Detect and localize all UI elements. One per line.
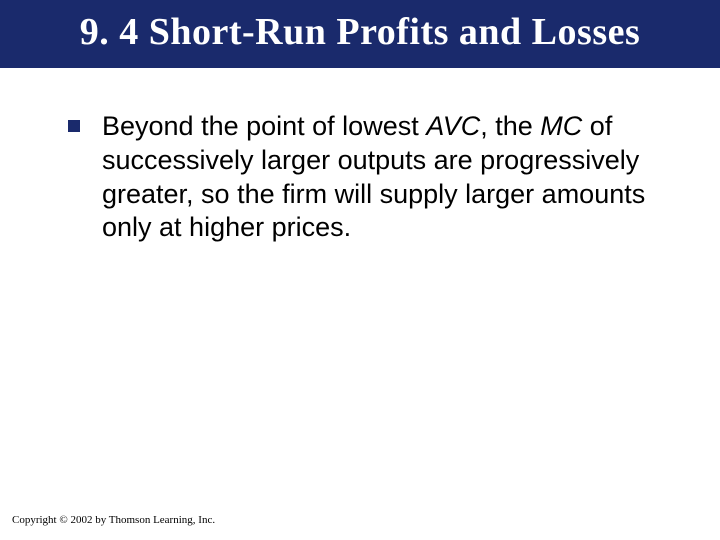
text-segment: , the xyxy=(480,111,540,141)
title-band: 9. 4 Short-Run Profits and Losses xyxy=(0,0,720,68)
bullet-text: Beyond the point of lowest AVC, the MC o… xyxy=(102,110,660,245)
slide: 9. 4 Short-Run Profits and Losses Beyond… xyxy=(0,0,720,540)
italic-avc: AVC xyxy=(426,111,480,141)
body-area: Beyond the point of lowest AVC, the MC o… xyxy=(0,68,720,245)
italic-mc: MC xyxy=(540,111,582,141)
slide-title: 9. 4 Short-Run Profits and Losses xyxy=(0,10,720,54)
copyright-footer: Copyright © 2002 by Thomson Learning, In… xyxy=(12,514,215,526)
text-segment: Beyond the point of lowest xyxy=(102,111,426,141)
square-bullet-icon xyxy=(68,120,80,132)
bullet-item: Beyond the point of lowest AVC, the MC o… xyxy=(60,110,660,245)
